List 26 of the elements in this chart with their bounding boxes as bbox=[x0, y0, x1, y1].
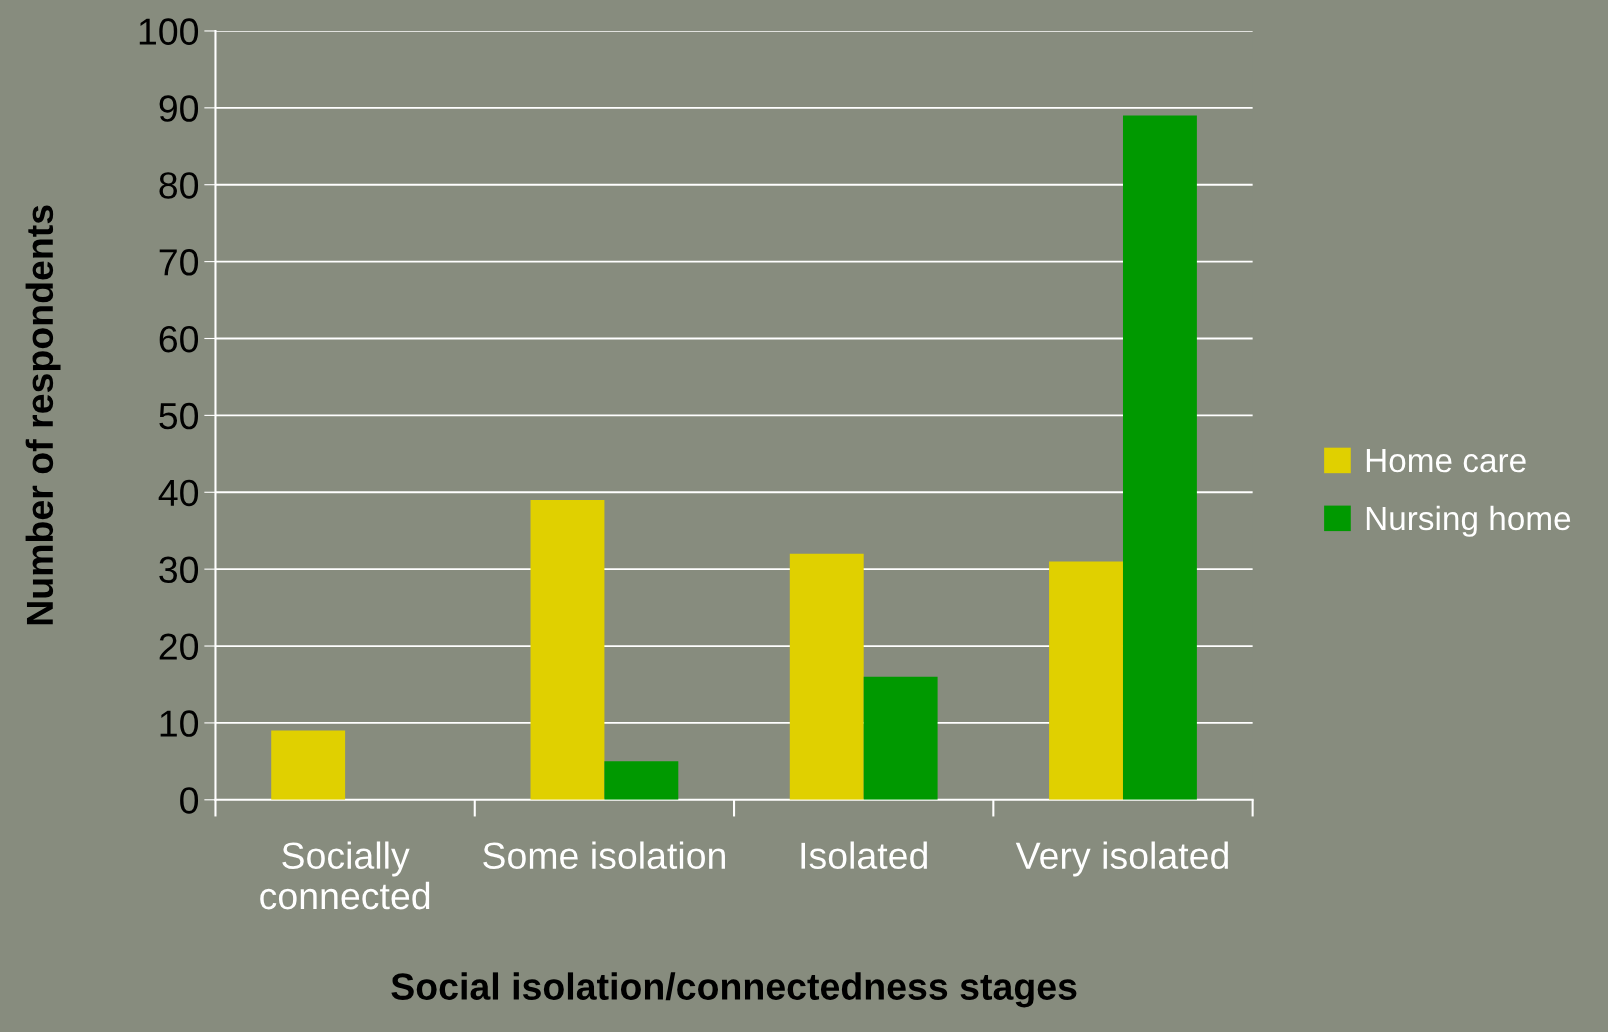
x-tick-label: Very isolated bbox=[1015, 841, 1228, 877]
y-tick-label: 100 bbox=[139, 18, 199, 45]
y-tick-label: 30 bbox=[159, 556, 199, 584]
y-tick-label: 80 bbox=[159, 172, 199, 199]
y-tick-label: 90 bbox=[159, 95, 199, 122]
y-tick-label: 50 bbox=[159, 402, 199, 430]
bar bbox=[863, 676, 938, 800]
legend-label: Nursing home bbox=[1366, 505, 1571, 537]
y-tick-label: 10 bbox=[160, 710, 199, 737]
x-tick-label: Some isolation bbox=[483, 841, 725, 870]
bar bbox=[1049, 561, 1123, 800]
bar bbox=[1122, 115, 1197, 800]
y-tick-label: 0 bbox=[180, 787, 199, 814]
y-tick-label: 40 bbox=[158, 479, 199, 507]
bar bbox=[604, 761, 679, 800]
x-tick-label: Socially connected bbox=[260, 841, 430, 910]
legend-label: Home care bbox=[1366, 449, 1526, 473]
x-axis-title: Social isolation/connectedness stages bbox=[391, 972, 1077, 1008]
y-tick-label: 70 bbox=[159, 249, 199, 276]
y-tick-label: 20 bbox=[159, 633, 199, 660]
bar bbox=[789, 553, 864, 800]
x-tick-label: Isolated bbox=[801, 841, 927, 870]
bar bbox=[271, 730, 346, 800]
y-axis-title: Number of respondents bbox=[25, 205, 61, 625]
bar bbox=[530, 499, 605, 800]
y-tick-label: 60 bbox=[159, 325, 199, 353]
